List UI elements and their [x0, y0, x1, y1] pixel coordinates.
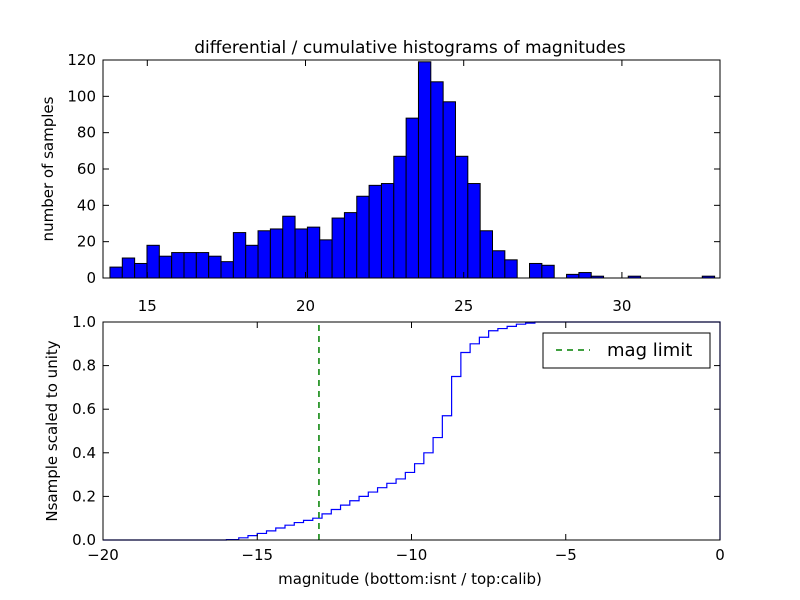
- histogram-bar: [245, 244, 259, 279]
- histogram-bar: [541, 264, 555, 279]
- histogram-bar: [183, 252, 197, 279]
- histogram-bar: [417, 61, 432, 279]
- bottom-y-tick-label: 1.0: [72, 313, 96, 331]
- top-y-tick-label: 60: [77, 160, 96, 178]
- histogram-bar: [492, 250, 506, 279]
- histogram-bar: [146, 244, 160, 279]
- bottom-y-axis-label: Nsample scaled to unity: [43, 340, 61, 521]
- top-plot-frame: [102, 59, 721, 279]
- bottom-x-tick-label: −5: [555, 546, 577, 564]
- top-ticks-group: 15 20 25 30 0 20 40 60 80 100 120: [67, 51, 720, 315]
- histogram-bar: [442, 101, 456, 279]
- top-y-tick-label: 0: [86, 269, 96, 287]
- top-histogram-panel: 15 20 25 30 0 20 40 60 80 100 120 differential / c…: [39, 38, 721, 315]
- top-x-tick-label: 30: [612, 297, 631, 315]
- histogram-bar: [171, 252, 185, 279]
- histogram-bar: [319, 239, 333, 279]
- histogram-bar: [109, 266, 123, 279]
- bottom-lines-group: [103, 321, 721, 541]
- legend-mag-limit-label: mag limit: [607, 340, 692, 361]
- top-y-tick-label: 40: [77, 196, 96, 214]
- bottom-y-tick-label: 0.4: [72, 444, 96, 462]
- top-y-tick-label: 20: [77, 233, 96, 251]
- histogram-bar: [529, 262, 543, 279]
- bottom-plot-frame: [102, 321, 721, 541]
- histogram-bar: [294, 228, 308, 279]
- histogram-bar: [393, 155, 407, 279]
- histogram-bar: [405, 117, 419, 279]
- histogram-bar: [306, 226, 321, 279]
- top-y-tick-label: 120: [67, 51, 96, 69]
- histogram-bar: [232, 232, 247, 279]
- histogram-bar: [479, 230, 494, 279]
- top-bars-group: [109, 61, 716, 279]
- histogram-bar: [257, 230, 271, 279]
- bottom-x-tick-label: 0: [715, 546, 725, 564]
- histogram-bar: [430, 81, 444, 279]
- bottom-x-axis-label: magnitude (bottom:isnt / top:calib): [278, 570, 542, 588]
- top-x-tick-label: 20: [296, 297, 315, 315]
- top-x-tick-label: 15: [138, 297, 157, 315]
- histogram-bar: [208, 255, 222, 279]
- bottom-x-tick-label: −10: [396, 546, 428, 564]
- bottom-y-tick-label: 0.2: [72, 487, 96, 505]
- histogram-bar: [331, 217, 345, 279]
- bottom-x-tick-label: −20: [87, 546, 119, 564]
- histogram-bar: [454, 155, 469, 279]
- histogram-bar: [195, 252, 210, 279]
- histogram-bar: [368, 184, 382, 279]
- top-y-tick-label: 100: [67, 87, 96, 105]
- histogram-bar: [566, 273, 580, 279]
- legend: mag limit: [542, 332, 711, 369]
- histogram-bar: [504, 259, 518, 279]
- histogram-bar: [282, 215, 296, 279]
- histogram-bar: [356, 195, 370, 279]
- histogram-bar: [578, 272, 592, 279]
- top-x-tick-label: 25: [454, 297, 473, 315]
- bottom-cumulative-panel: −20 −15 −10 −5 0 0.0 0.2 0.4 0.6 0.8 1.0 magnitude…: [43, 313, 725, 588]
- histogram-bar: [134, 262, 148, 279]
- chart-title: differential / cumulative histograms of …: [194, 38, 626, 58]
- cumulative-step-line: [103, 321, 721, 541]
- bottom-y-tick-label: 0.6: [72, 400, 96, 418]
- bottom-x-tick-label: −15: [241, 546, 273, 564]
- top-y-tick-label: 80: [77, 124, 96, 142]
- bottom-y-tick-label: 0.0: [72, 531, 96, 549]
- histogram-bar: [467, 183, 481, 279]
- histogram-bar: [121, 257, 136, 279]
- top-y-axis-label: number of samples: [39, 96, 57, 241]
- histogram-bar: [343, 212, 358, 279]
- histogram-bar: [269, 228, 284, 279]
- histogram-bar: [158, 255, 173, 279]
- histogram-bar: [220, 261, 234, 279]
- bottom-y-tick-label: 0.8: [72, 357, 96, 375]
- histogram-bar: [380, 183, 395, 279]
